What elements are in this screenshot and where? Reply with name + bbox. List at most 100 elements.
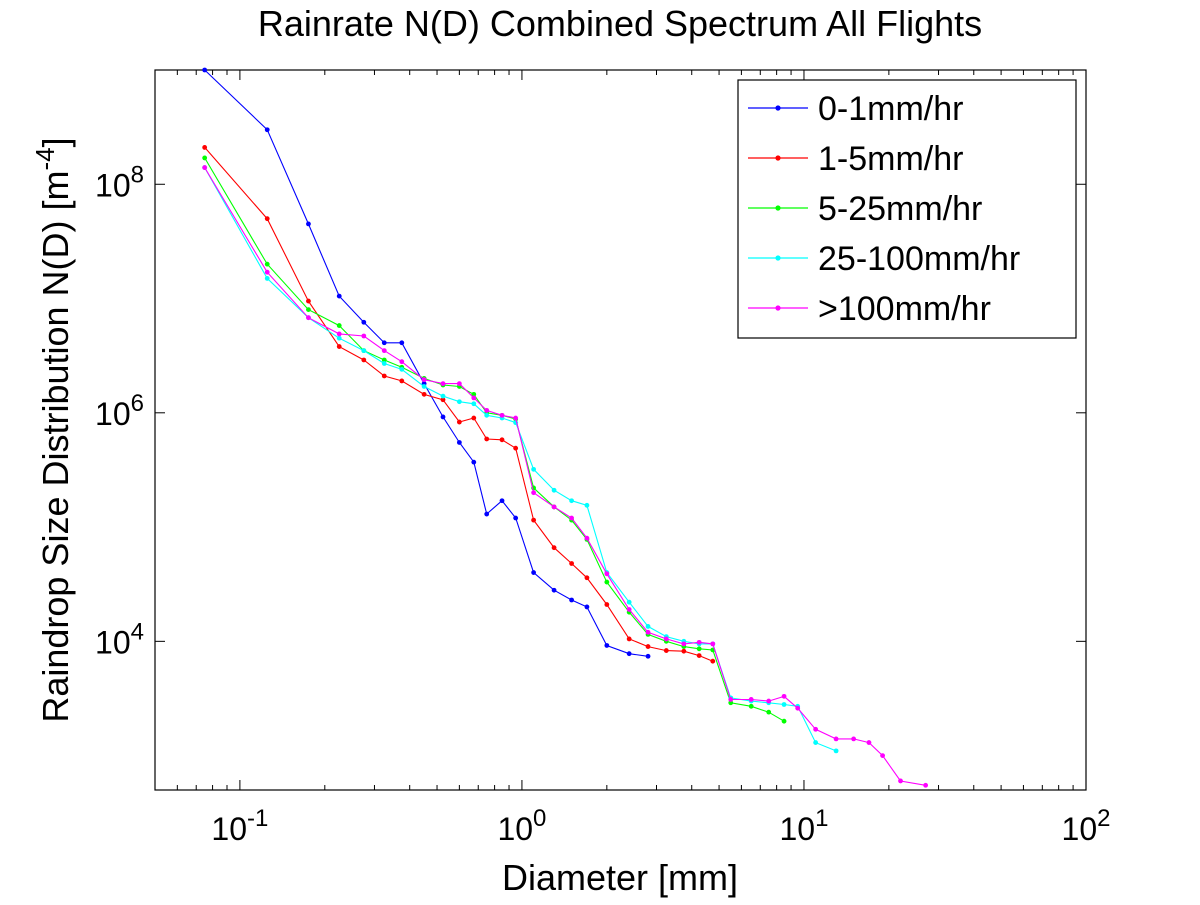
data-point	[781, 718, 787, 724]
data-point	[202, 145, 208, 150]
data-point	[264, 261, 270, 267]
y-axis-label-exponent: -4	[30, 147, 60, 170]
data-point	[471, 459, 477, 465]
data-point	[306, 298, 311, 304]
data-point	[361, 348, 367, 354]
data-point	[381, 357, 387, 363]
y-tick-label: 106	[95, 390, 144, 432]
data-point	[202, 165, 208, 170]
data-point	[833, 748, 839, 754]
data-point	[748, 697, 754, 702]
x-tick-labels: 10-1 100 101 102	[211, 805, 1110, 847]
data-point	[626, 599, 632, 605]
data-point	[499, 412, 505, 418]
data-point	[880, 753, 885, 759]
data-point	[399, 366, 405, 372]
data-point	[381, 340, 387, 346]
data-point	[696, 646, 702, 652]
data-point	[645, 629, 651, 635]
series-2	[202, 145, 716, 664]
data-point	[456, 399, 462, 405]
data-point	[361, 333, 367, 339]
data-point	[264, 127, 270, 133]
data-point	[645, 644, 651, 649]
data-point	[728, 700, 734, 706]
series-5	[202, 165, 929, 788]
legend-item: 0-1mm/hr	[748, 90, 963, 128]
data-point	[795, 705, 801, 711]
legend-item: 5-25mm/hr	[748, 190, 982, 228]
data-point	[499, 498, 505, 504]
data-point	[421, 377, 427, 383]
series-1	[202, 67, 651, 659]
data-point	[696, 653, 702, 659]
data-point	[306, 315, 311, 321]
data-point	[456, 419, 462, 425]
data-point	[381, 348, 387, 354]
data-point	[531, 570, 537, 575]
data-point	[361, 319, 367, 325]
data-point	[923, 782, 929, 788]
data-point	[569, 597, 574, 603]
axis-ticks	[154, 70, 1087, 790]
data-point	[604, 571, 610, 577]
data-point	[569, 561, 574, 566]
data-point	[381, 373, 387, 379]
legend-marker	[775, 305, 781, 311]
data-point	[728, 697, 734, 702]
data-point	[626, 607, 632, 612]
data-point	[513, 515, 519, 521]
data-point	[264, 216, 270, 222]
data-point	[399, 378, 405, 384]
legend: 0-1mm/hr 1-5mm/hr 5-25mm/hr 25-100mm/hr >100…	[737, 79, 1077, 339]
data-point	[202, 155, 208, 161]
x-axis-label: Diameter [mm]	[502, 857, 738, 898]
data-point	[202, 67, 208, 73]
data-point	[584, 535, 590, 541]
y-axis-label-suffix: ]	[35, 137, 76, 147]
data-point	[531, 517, 537, 523]
data-point	[421, 391, 427, 397]
data-point	[604, 643, 610, 648]
data-point	[471, 415, 477, 421]
data-point	[484, 436, 490, 442]
legend-marker	[775, 205, 781, 211]
data-point	[551, 587, 557, 593]
legend-box	[737, 79, 1077, 339]
legend-label: 1-5mm/hr	[818, 140, 963, 178]
legend-item: 25-100mm/hr	[748, 240, 1020, 278]
data-point	[710, 641, 716, 647]
data-point	[781, 693, 787, 699]
data-point	[626, 651, 632, 657]
data-point	[456, 440, 462, 445]
legend-marker	[775, 105, 781, 111]
data-point	[710, 658, 716, 664]
x-tick-label: 100	[497, 805, 546, 847]
data-point	[626, 636, 632, 642]
data-point	[513, 445, 519, 451]
chart-title: Rainrate N(D) Combined Spectrum All Flig…	[258, 3, 982, 44]
y-tick-label: 108	[95, 161, 144, 203]
data-point	[584, 604, 590, 610]
data-point	[681, 648, 687, 654]
data-point	[381, 361, 387, 366]
data-point	[813, 726, 819, 732]
data-point	[851, 736, 857, 742]
data-point	[440, 381, 446, 387]
data-point	[440, 397, 446, 403]
data-point	[833, 736, 839, 742]
legend-item: 1-5mm/hr	[748, 140, 963, 178]
data-point	[336, 323, 342, 328]
y-tick-label: 104	[95, 618, 144, 660]
data-point	[306, 221, 311, 227]
data-point	[440, 414, 446, 420]
data-point	[766, 698, 772, 704]
legend-marker	[775, 155, 781, 161]
data-point	[766, 709, 772, 715]
data-point	[471, 395, 477, 401]
legend-label: 25-100mm/hr	[818, 240, 1020, 278]
data-point	[813, 740, 819, 745]
data-point	[569, 515, 574, 521]
